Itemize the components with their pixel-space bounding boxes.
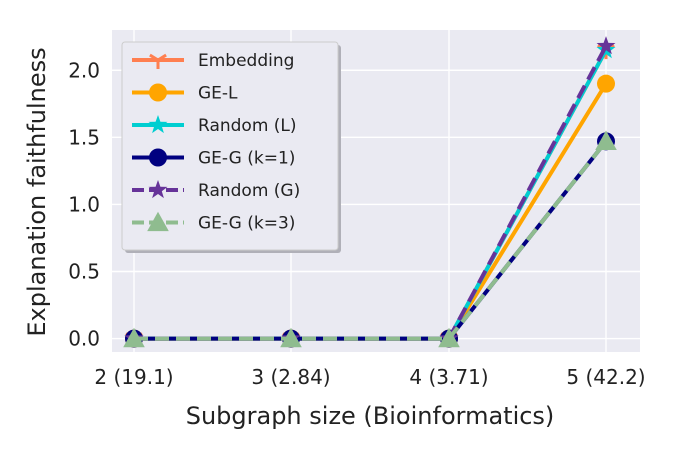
legend-marker	[148, 115, 168, 134]
x-axis-label: Subgraph size (Bioinformatics)	[186, 402, 555, 430]
legend-item: Random (L)	[132, 115, 297, 136]
legend-item: GE-G (k=3)	[132, 211, 295, 234]
y-tick-label: 0.0	[68, 327, 100, 351]
legend-label: GE-L	[198, 84, 238, 104]
legend-label: Random (G)	[198, 181, 300, 201]
x-tick-label: 3 (2.84)	[251, 365, 330, 389]
legend-label: GE-G (k=1)	[198, 149, 295, 169]
legend-marker	[149, 53, 167, 69]
x-tick-label: 5 (42.2)	[566, 365, 645, 389]
x-axis-ticks: 2 (19.1) 3 (2.84) 4 (3.71) 5 (42.2)	[94, 365, 645, 389]
y-tick-label: 1.5	[68, 125, 100, 149]
legend-marker	[149, 83, 167, 102]
series-line	[134, 140, 608, 341]
legend-marker	[147, 211, 169, 232]
legend-label: Random (L)	[198, 116, 297, 136]
legend-marker	[148, 180, 168, 199]
data-point	[280, 327, 302, 348]
x-tick-label: 4 (3.71)	[409, 365, 488, 389]
legend-item: GE-L	[132, 83, 238, 104]
legend-item: Random (G)	[132, 180, 300, 201]
legend-item: Embedding	[132, 51, 294, 71]
data-point	[596, 36, 616, 55]
series-group	[123, 36, 617, 348]
y-tick-label: 0.5	[68, 260, 100, 284]
x-tick-label: 2 (19.1)	[94, 365, 173, 389]
y-tick-label: 2.0	[68, 58, 100, 82]
data-point	[597, 74, 615, 93]
data-point	[595, 130, 617, 150]
legend-label: Embedding	[198, 51, 294, 71]
legend-item: GE-G (k=1)	[132, 148, 295, 169]
data-point	[123, 327, 145, 348]
y-axis-label: Explanation faithfulness	[23, 47, 51, 336]
data-point	[438, 327, 460, 348]
legend: Embedding GE-L Random (L) GE-G (k=1) Random …	[121, 41, 341, 253]
y-tick-label: 1.0	[68, 192, 100, 216]
y-axis-ticks: 0.0 0.5 1.0 1.5 2.0	[68, 58, 100, 350]
series-5	[123, 130, 617, 348]
legend-label: GE-G (k=3)	[198, 214, 295, 234]
legend-marker	[149, 148, 167, 167]
